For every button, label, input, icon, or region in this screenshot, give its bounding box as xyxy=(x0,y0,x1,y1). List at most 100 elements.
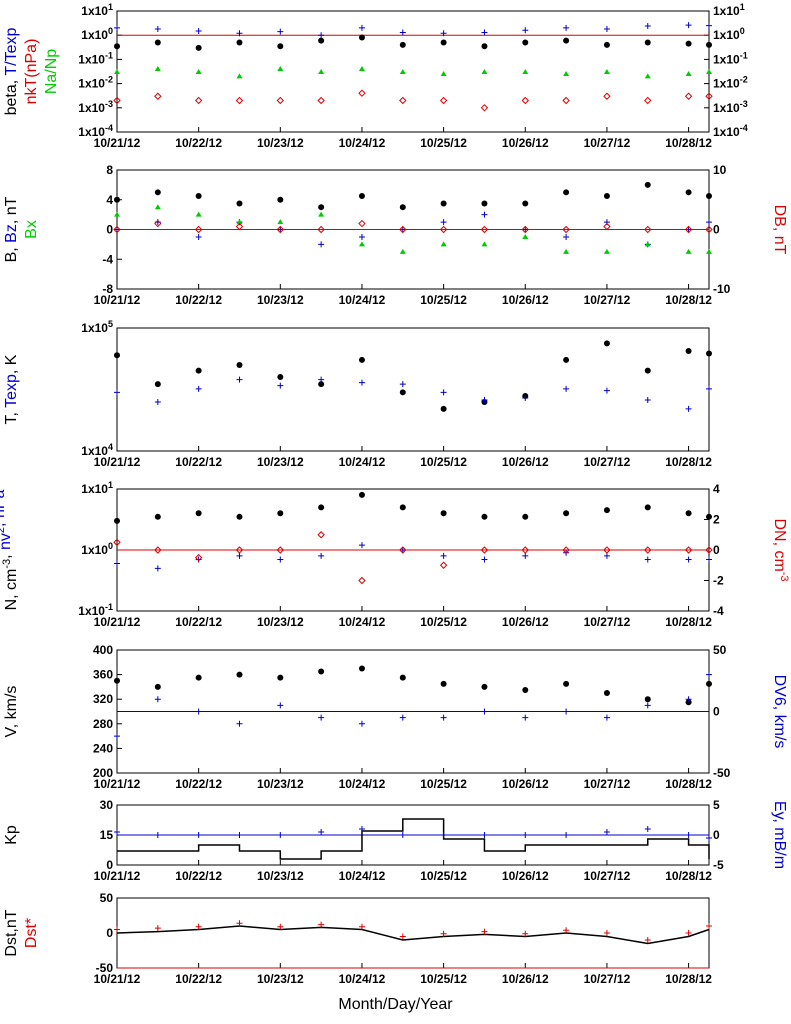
data-point xyxy=(522,552,529,559)
data-point xyxy=(440,389,447,396)
data-point xyxy=(481,683,488,690)
data-point xyxy=(399,69,406,75)
x-tick-label: 10/25/12 xyxy=(420,869,467,883)
data-point xyxy=(194,96,203,105)
y2-tick-label: 1x10-2 xyxy=(713,75,748,91)
y-tick-label: 30 xyxy=(100,798,114,812)
data-point xyxy=(358,66,365,72)
x-tick-label: 10/27/12 xyxy=(584,615,631,629)
y-tick-label: 360 xyxy=(93,668,113,682)
x-tick-label: 10/25/12 xyxy=(420,615,467,629)
data-point xyxy=(195,367,202,374)
data-point xyxy=(276,96,285,105)
panel-7: -50 0 50 10/21/12 10/22/12 10/23/12 10/24/12 10… xyxy=(3,891,712,986)
series-t-texp xyxy=(114,22,712,39)
data-point xyxy=(236,513,243,520)
data-point xyxy=(318,829,325,835)
x-tick-label: 10/28/12 xyxy=(665,972,712,986)
data-point xyxy=(480,225,489,234)
y-tick-label: 8 xyxy=(106,163,113,177)
data-point xyxy=(685,699,692,706)
y2-tick-label: 4 xyxy=(713,482,720,496)
data-point xyxy=(706,69,712,75)
data-point xyxy=(236,720,243,727)
x-tick-label: 10/28/12 xyxy=(665,455,712,469)
data-point xyxy=(195,233,202,240)
y-tick-label: 1x10-3 xyxy=(78,99,113,115)
series-dn xyxy=(113,531,713,585)
data-point xyxy=(522,930,529,937)
y-tick-label: 0 xyxy=(106,926,113,940)
data-point xyxy=(236,671,243,678)
data-point xyxy=(277,219,284,225)
data-point xyxy=(705,546,713,554)
x-tick-label: 10/28/12 xyxy=(665,136,712,150)
data-point xyxy=(706,248,712,254)
y2-tick-label: 1x10-4 xyxy=(713,123,748,139)
x-tick-label: 10/22/12 xyxy=(175,455,222,469)
data-point xyxy=(318,204,325,211)
data-point xyxy=(439,561,448,569)
data-point xyxy=(481,200,488,207)
x-tick-label: 10/28/12 xyxy=(665,869,712,883)
data-point xyxy=(277,226,284,233)
data-point xyxy=(236,376,243,383)
data-point xyxy=(481,513,488,520)
data-point xyxy=(154,66,161,72)
data-point xyxy=(563,927,570,934)
axis-label: beta, T/Texp xyxy=(3,28,20,116)
y2-tick-label: 50 xyxy=(713,643,727,657)
data-point xyxy=(114,211,120,217)
data-point xyxy=(318,552,325,559)
data-point xyxy=(440,714,447,721)
axis-label: Ey, mB/m xyxy=(771,801,788,869)
data-point xyxy=(358,219,366,228)
data-point xyxy=(114,24,120,31)
data-point xyxy=(481,396,488,403)
y2-tick-label: 1x101 xyxy=(713,2,745,18)
data-point xyxy=(440,200,447,207)
data-point xyxy=(481,211,488,218)
data-point xyxy=(439,96,448,105)
axis-label: T, Texp, K xyxy=(3,354,20,424)
data-point xyxy=(399,933,406,940)
data-point xyxy=(685,22,692,29)
data-point xyxy=(194,225,203,234)
data-point xyxy=(603,92,611,100)
data-point xyxy=(277,66,284,72)
x-tick-label: 10/26/12 xyxy=(502,869,549,883)
data-point xyxy=(706,513,712,520)
x-tick-label: 10/27/12 xyxy=(584,136,631,150)
panel-4: 1x10-1 1x100 1x101 -4 -2 0 2 4 10/21/12 10/22/12 1… xyxy=(0,480,790,629)
series-ey xyxy=(114,826,712,841)
data-point xyxy=(358,241,365,247)
data-point xyxy=(399,381,406,388)
data-point xyxy=(481,832,488,838)
y-tick-label: -4 xyxy=(102,252,113,266)
data-point xyxy=(399,248,406,254)
data-point xyxy=(522,714,529,721)
panel-5: 200 240 280 320 360 400 -50 0 50 10/21/12 10/22/12… xyxy=(3,643,788,791)
x-tick-label: 10/23/12 xyxy=(257,615,304,629)
x-tick-label: 10/23/12 xyxy=(257,136,304,150)
panel-6: 0 15 30 -5 0 5 10/21/12 10/22/12 10/23/12 10/24/1… xyxy=(3,798,788,883)
data-point xyxy=(236,832,243,838)
y-tick-label: 400 xyxy=(93,643,113,657)
data-point xyxy=(562,225,570,234)
data-point xyxy=(399,41,406,48)
data-point xyxy=(318,37,325,44)
data-point xyxy=(114,43,120,50)
data-point xyxy=(644,225,652,234)
data-point xyxy=(195,674,202,681)
data-point xyxy=(358,576,366,585)
x-tick-label: 10/27/12 xyxy=(584,869,631,883)
data-point xyxy=(521,225,529,234)
y2-tick-label: -10 xyxy=(713,282,731,296)
data-point xyxy=(563,680,570,687)
data-point xyxy=(481,29,488,36)
data-point xyxy=(236,73,243,79)
series-bx xyxy=(114,204,712,254)
data-point xyxy=(276,546,285,554)
data-point xyxy=(440,70,447,76)
series-line xyxy=(116,925,710,945)
